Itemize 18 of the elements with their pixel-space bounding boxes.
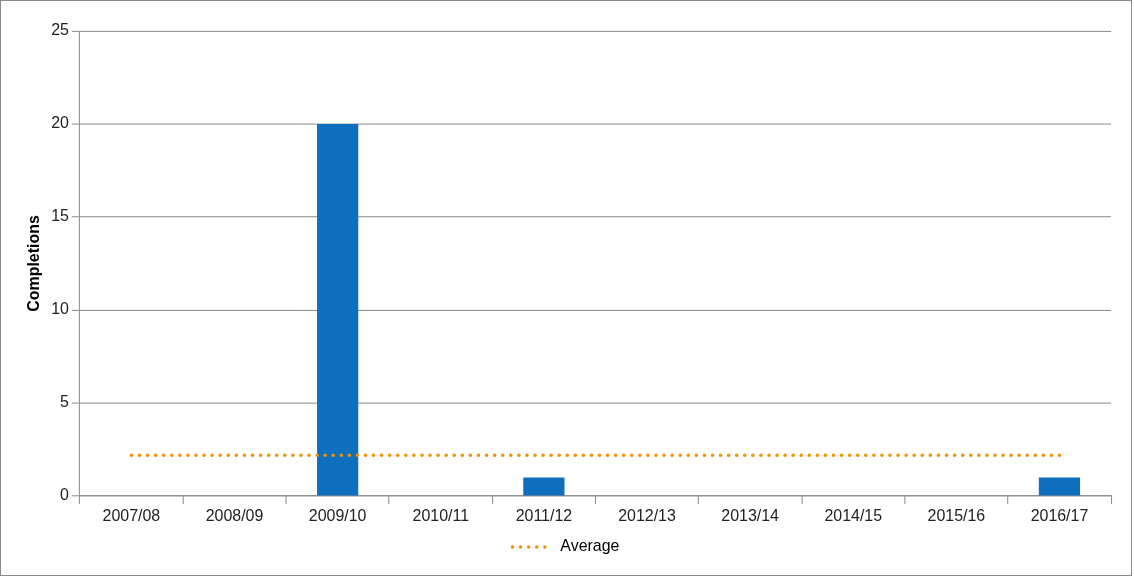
x-tick-label: 2007/08 xyxy=(102,507,161,524)
legend-label: Average xyxy=(560,537,620,555)
y-axis-title: Completions xyxy=(24,215,42,312)
x-tick-label: 2014/15 xyxy=(824,507,883,524)
x-tick-label: 2009/10 xyxy=(308,507,367,524)
x-tick-label: 2008/09 xyxy=(205,507,264,524)
x-tick-label: 2015/16 xyxy=(927,507,986,524)
x-tick-label: 2012/13 xyxy=(618,507,676,524)
y-tick-label: 20 xyxy=(51,114,70,132)
x-tick-label: 2011/12 xyxy=(515,507,573,524)
y-tick-label: 0 xyxy=(59,486,69,504)
y-tick-label: 25 xyxy=(51,21,70,39)
x-tick-label: 2016/17 xyxy=(1030,507,1089,524)
y-tick-label: 10 xyxy=(51,300,70,318)
y-tick-label: 15 xyxy=(51,207,70,225)
x-tick-label: 2010/11 xyxy=(412,507,470,524)
y-tick-label: 5 xyxy=(59,393,69,411)
x-tick-label: 2013/14 xyxy=(721,507,780,524)
